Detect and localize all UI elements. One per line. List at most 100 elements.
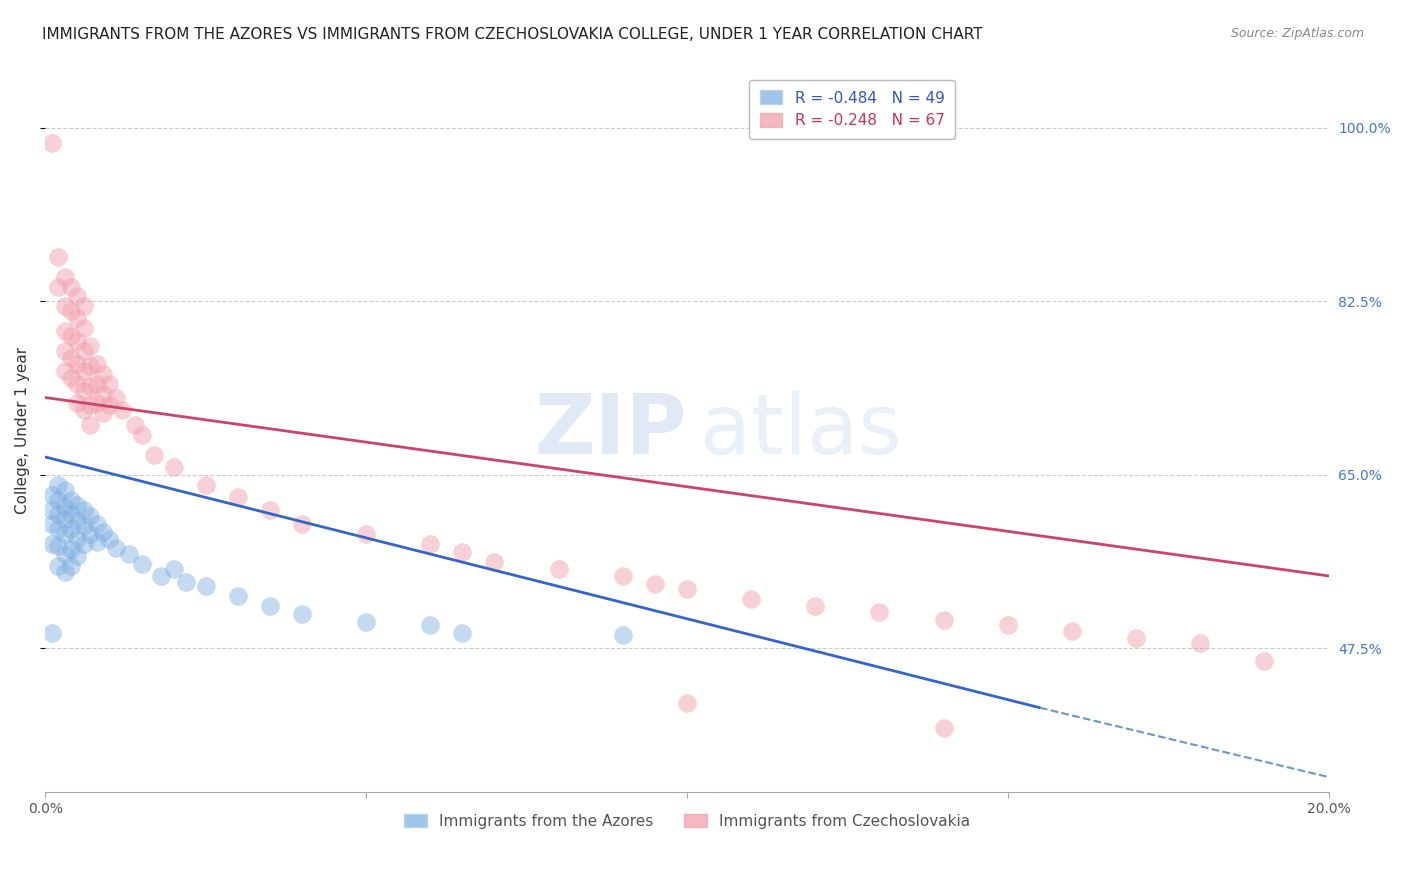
Point — [73, 403, 96, 417]
Point — [226, 589, 249, 603]
Text: Source: ZipAtlas.com: Source: ZipAtlas.com — [1230, 27, 1364, 40]
Point — [66, 289, 89, 303]
Point — [53, 565, 76, 579]
Point — [451, 545, 474, 559]
Point — [59, 492, 82, 507]
Point — [66, 533, 89, 547]
Point — [676, 696, 699, 710]
Point — [46, 250, 69, 264]
Point — [124, 418, 146, 433]
Point — [46, 559, 69, 574]
Point — [66, 515, 89, 529]
Point — [740, 591, 762, 606]
Point — [79, 418, 101, 433]
Point — [291, 607, 314, 621]
Point — [997, 618, 1019, 632]
Point — [73, 364, 96, 378]
Point — [66, 549, 89, 563]
Point — [1060, 624, 1083, 639]
Point — [59, 542, 82, 557]
Point — [41, 537, 63, 551]
Point — [73, 537, 96, 551]
Point — [869, 605, 891, 619]
Point — [419, 618, 441, 632]
Point — [46, 477, 69, 491]
Point — [91, 386, 114, 401]
Point — [804, 599, 827, 613]
Point — [59, 329, 82, 343]
Point — [73, 321, 96, 335]
Point — [59, 508, 82, 522]
Point — [53, 269, 76, 284]
Point — [73, 343, 96, 358]
Point — [612, 628, 634, 642]
Point — [41, 488, 63, 502]
Point — [79, 399, 101, 413]
Point — [59, 559, 82, 574]
Point — [53, 527, 76, 541]
Point — [932, 613, 955, 627]
Point — [1253, 654, 1275, 668]
Point — [73, 502, 96, 516]
Point — [162, 459, 184, 474]
Point — [73, 384, 96, 398]
Point — [91, 525, 114, 540]
Point — [484, 555, 506, 569]
Point — [547, 562, 569, 576]
Y-axis label: College, Under 1 year: College, Under 1 year — [15, 347, 30, 514]
Point — [79, 527, 101, 541]
Point — [59, 279, 82, 293]
Point — [354, 527, 377, 541]
Point — [79, 359, 101, 373]
Point — [66, 376, 89, 391]
Point — [118, 547, 141, 561]
Point — [131, 428, 153, 442]
Point — [354, 615, 377, 629]
Point — [73, 519, 96, 533]
Point — [79, 339, 101, 353]
Legend: Immigrants from the Azores, Immigrants from Czechoslovakia: Immigrants from the Azores, Immigrants f… — [398, 807, 976, 835]
Point — [91, 406, 114, 420]
Point — [149, 569, 172, 583]
Point — [86, 376, 108, 391]
Text: ZIP: ZIP — [534, 390, 688, 471]
Point — [41, 136, 63, 150]
Point — [66, 334, 89, 348]
Point — [162, 562, 184, 576]
Point — [259, 502, 281, 516]
Point — [53, 299, 76, 313]
Point — [259, 599, 281, 613]
Point — [59, 351, 82, 365]
Point — [451, 626, 474, 640]
Point — [612, 569, 634, 583]
Point — [1189, 636, 1212, 650]
Point — [644, 577, 666, 591]
Point — [73, 299, 96, 313]
Point — [86, 396, 108, 410]
Point — [79, 378, 101, 392]
Point — [59, 304, 82, 318]
Point — [932, 721, 955, 735]
Point — [53, 343, 76, 358]
Point — [66, 498, 89, 512]
Point — [194, 477, 217, 491]
Point — [46, 522, 69, 536]
Point — [41, 517, 63, 532]
Text: atlas: atlas — [700, 390, 901, 471]
Point — [676, 582, 699, 596]
Point — [86, 535, 108, 549]
Point — [98, 399, 121, 413]
Point — [66, 357, 89, 371]
Point — [53, 500, 76, 514]
Point — [86, 357, 108, 371]
Point — [98, 533, 121, 547]
Point — [143, 448, 166, 462]
Point — [53, 512, 76, 526]
Point — [53, 483, 76, 497]
Point — [104, 391, 127, 405]
Point — [59, 370, 82, 384]
Point — [66, 311, 89, 326]
Point — [41, 502, 63, 516]
Point — [41, 626, 63, 640]
Point — [91, 367, 114, 381]
